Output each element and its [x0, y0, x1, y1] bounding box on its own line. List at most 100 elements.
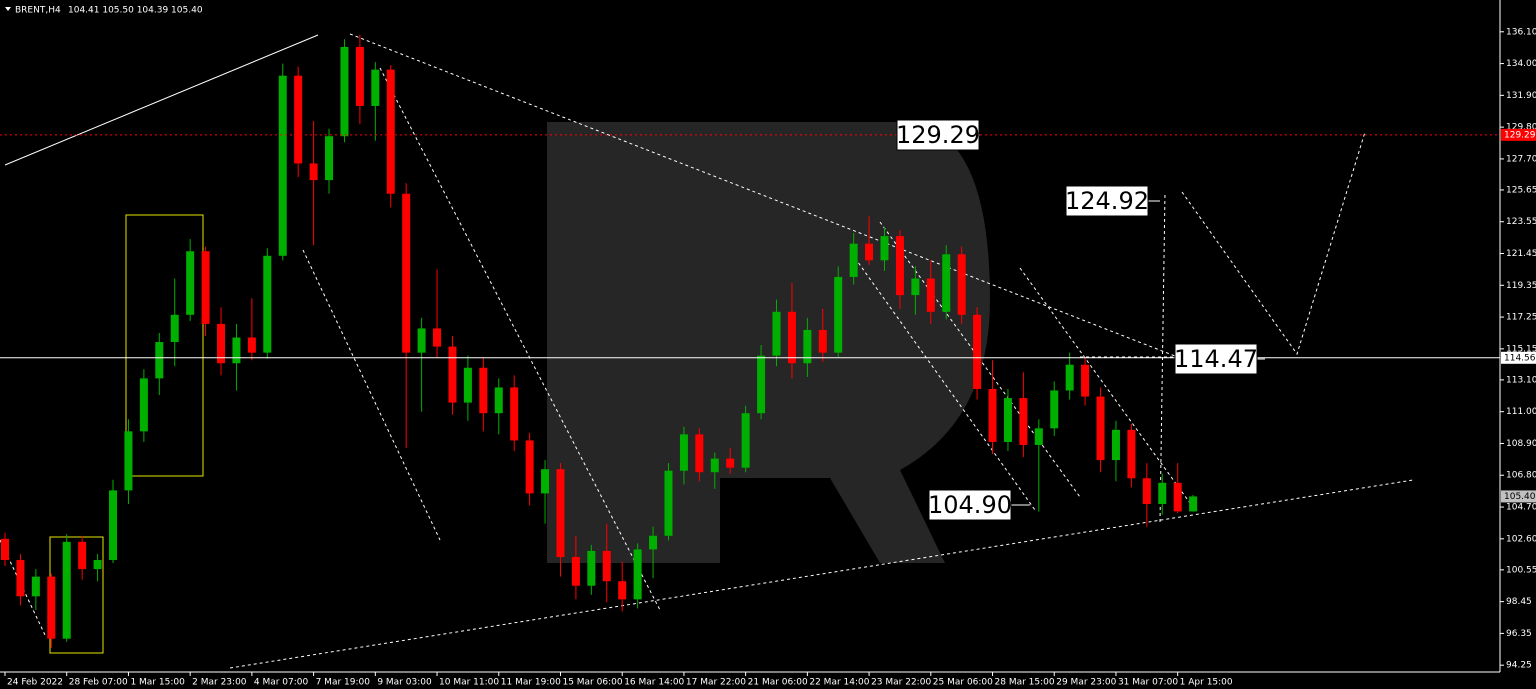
candle-body — [186, 251, 195, 315]
y-tick-label: 108.90 — [1506, 439, 1536, 449]
candle-body — [834, 276, 843, 353]
plot — [1, 34, 1198, 648]
y-tick-label: 100.55 — [1506, 565, 1536, 575]
candle-body — [201, 251, 210, 324]
price-tag-label: 129.29 — [1504, 130, 1536, 140]
candle-body — [278, 75, 287, 256]
x-tick-label: 22 Mar 14:00 — [809, 678, 869, 688]
candle-body — [31, 576, 40, 597]
candle-body — [433, 328, 442, 347]
x-tick-label: 24 Feb 2022 — [7, 678, 63, 688]
x-tick-label: 1 Mar 15:00 — [130, 678, 185, 688]
candle-body — [294, 75, 303, 164]
watermark — [547, 122, 990, 563]
annotation-label: 114.47 — [1174, 345, 1258, 373]
candle-body — [1065, 364, 1074, 391]
x-tick-label: 10 Mar 11:00 — [439, 678, 499, 688]
candle-body — [1050, 390, 1059, 429]
annotation-box — [1174, 343, 1258, 375]
candle-body — [386, 69, 395, 194]
candle-body — [541, 469, 550, 494]
candle-body — [973, 314, 982, 389]
candle-body — [726, 458, 735, 468]
y-tick-label: 125.65 — [1506, 185, 1536, 195]
x-tick-label: 28 Mar 15:00 — [995, 678, 1055, 688]
candle-body — [942, 254, 951, 312]
x-tick-label: 29 Mar 23:00 — [1056, 678, 1116, 688]
y-tick-label: 115.15 — [1506, 344, 1536, 354]
candle-body — [93, 560, 102, 570]
candle-body — [170, 314, 179, 343]
y-tick-label: 98.45 — [1506, 597, 1532, 607]
y-tick-label: 127.70 — [1506, 154, 1536, 164]
y-tick-label: 96.35 — [1506, 629, 1532, 639]
price-tag — [1501, 490, 1536, 503]
candle-body — [988, 388, 997, 442]
x-tick-label: 31 Mar 07:00 — [1118, 678, 1178, 688]
candle-body — [1019, 398, 1028, 445]
candle-body — [1003, 398, 1012, 442]
x-tick-label: 4 Mar 07:00 — [254, 678, 309, 688]
candle-body — [217, 323, 226, 364]
x-tick-label: 25 Mar 06:00 — [933, 678, 993, 688]
candle-body — [757, 355, 766, 414]
candle-body — [232, 337, 241, 364]
price-tag — [1501, 351, 1536, 364]
y-tick-label: 94.25 — [1506, 661, 1532, 671]
candle-body — [787, 311, 796, 364]
candle-body — [1034, 428, 1043, 445]
candle-body — [448, 346, 457, 403]
price-tag-label: 114.56 — [1504, 353, 1536, 363]
y-tick-label: 111.00 — [1506, 407, 1536, 417]
candle-body — [1, 538, 9, 560]
x-tick-label: 15 Mar 06:00 — [562, 678, 622, 688]
candle-body — [355, 46, 364, 106]
candle-body — [880, 236, 889, 261]
candle-body — [803, 329, 812, 364]
candle-body — [325, 136, 334, 181]
candle-body — [865, 243, 874, 261]
y-tick-label: 121.45 — [1506, 249, 1536, 259]
candle-body — [710, 458, 719, 473]
candle-body — [911, 278, 920, 296]
candle-body — [494, 387, 503, 414]
y-tick-label: 123.55 — [1506, 217, 1536, 227]
annotation-label: 129.29 — [896, 121, 980, 149]
x-tick-label: 7 Mar 19:00 — [316, 678, 371, 688]
candle-body — [1127, 429, 1136, 479]
candle-body — [402, 193, 411, 353]
candle-body — [679, 434, 688, 471]
y-tick-label: 113.10 — [1506, 375, 1536, 385]
candle-body — [247, 337, 256, 353]
x-tick-label: 11 Mar 19:00 — [501, 678, 561, 688]
candle-body — [1158, 482, 1167, 504]
y-tick-label: 136.10 — [1506, 27, 1536, 37]
candle-body — [62, 541, 71, 639]
candle-body — [633, 549, 642, 600]
candle-body — [340, 46, 349, 137]
candle-body — [1173, 482, 1182, 512]
candle-body — [371, 69, 380, 106]
candle-body — [571, 556, 580, 586]
candle-body — [309, 163, 318, 181]
candle-body — [957, 254, 966, 315]
candle-body — [849, 243, 858, 277]
annotation-box — [1065, 185, 1149, 217]
y-tick-label: 129.80 — [1506, 123, 1536, 133]
annotation-box — [896, 119, 980, 151]
quote: 104.41 105.50 104.39 105.40 — [68, 6, 203, 16]
y-tick-label: 104.70 — [1506, 503, 1536, 513]
candle-body — [695, 434, 704, 473]
candle-body — [16, 560, 25, 597]
candle-body — [772, 311, 781, 356]
candle-body — [417, 328, 426, 353]
candle-body — [741, 413, 750, 468]
candle-body — [263, 255, 272, 353]
menu-arrow[interactable] — [5, 7, 11, 11]
candle-body — [1111, 429, 1120, 461]
y-tick-label: 102.60 — [1506, 534, 1536, 544]
y-tick-label: 106.80 — [1506, 471, 1536, 481]
y-tick-label: 134.00 — [1506, 59, 1536, 69]
price-tag-label: 105.40 — [1504, 492, 1536, 502]
